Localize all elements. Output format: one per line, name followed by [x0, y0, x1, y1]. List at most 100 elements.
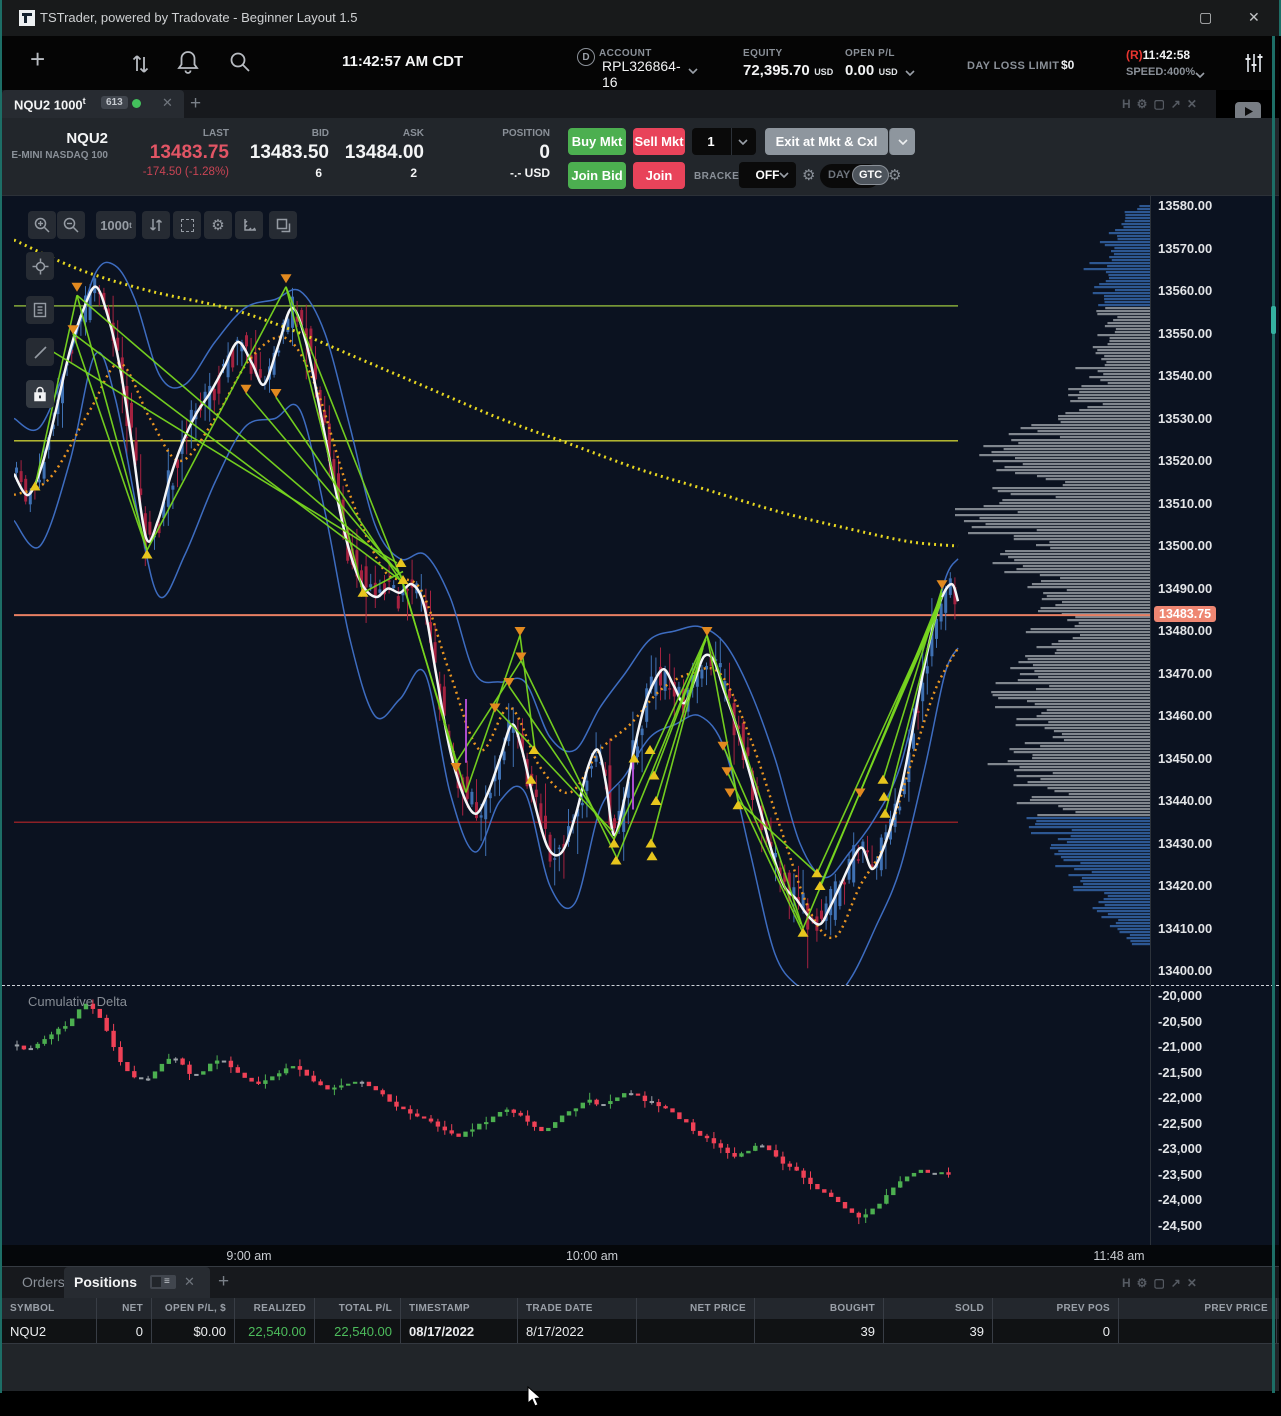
crosshair-tool-icon[interactable] [26, 252, 54, 280]
price-axis[interactable]: 13580.00 13570.00 13560.00 13550.00 13540.00… [1150, 196, 1270, 986]
table-cell[interactable]: 0 [97, 1319, 152, 1343]
column-header[interactable]: TIMESTAMP [401, 1298, 518, 1319]
tab-orders[interactable]: Orders [22, 1274, 65, 1290]
column-header[interactable]: PREV POS [993, 1298, 1119, 1319]
notifications-bell-icon[interactable] [177, 50, 199, 74]
column-header[interactable]: OPEN P/L, $ [152, 1298, 235, 1319]
trendline-tool-icon[interactable] [26, 338, 54, 366]
table-cell[interactable]: 22,540.00 [315, 1319, 401, 1343]
duplicate-chart-icon[interactable] [269, 211, 297, 239]
new-tab-icon[interactable]: + [190, 93, 202, 114]
compare-arrows-icon[interactable] [142, 211, 170, 239]
tab-close-icon[interactable]: ✕ [162, 95, 173, 110]
sell-mkt-button[interactable]: Sell Mkt [633, 128, 685, 155]
volume-profile-bar [1109, 925, 1150, 928]
tif-gear-icon[interactable]: ⚙ [888, 167, 902, 184]
column-header[interactable]: BOUGHT [755, 1298, 884, 1319]
buy-mkt-button[interactable]: Buy Mkt [568, 128, 626, 155]
axis-scale-icon[interactable] [235, 211, 263, 239]
scrollbar-handle[interactable] [1271, 306, 1276, 334]
volume-profile-bar [1070, 835, 1150, 838]
search-icon[interactable] [229, 51, 251, 73]
tab-close-icon[interactable]: ✕ [184, 1274, 195, 1289]
zoom-out-button[interactable] [57, 211, 85, 239]
join-ask-button[interactable]: Join Ask [633, 162, 685, 210]
table-cell[interactable] [1119, 1319, 1277, 1343]
table-cell[interactable]: $0.00 [152, 1319, 235, 1343]
tif-day-option[interactable]: DAY [828, 169, 851, 181]
volume-profile-bar [1070, 400, 1150, 403]
table-cell[interactable]: 0 [993, 1319, 1119, 1343]
tab-positions[interactable]: Positions ≡ ✕ [64, 1267, 210, 1298]
transfer-arrows-icon[interactable] [129, 51, 153, 75]
table-cell[interactable]: 39 [755, 1319, 884, 1343]
positions-table-header[interactable]: SYMBOL NET OPEN P/L, $ REALIZED TOTAL P/L TIM… [2, 1298, 1279, 1319]
positions-table-row[interactable]: NQU2 0 $0.00 22,540.00 22,540.00 08/17/2022 8/… [2, 1319, 1279, 1344]
column-header[interactable]: REALIZED [235, 1298, 315, 1319]
sell-signal-triangle [67, 325, 79, 335]
volume-profile-bar [1016, 568, 1150, 571]
speed-chevron-icon[interactable] [1195, 72, 1205, 78]
account-selector[interactable]: RPL326864- 16 [602, 58, 681, 90]
column-header[interactable]: SOLD [884, 1298, 993, 1319]
timeframe-button[interactable]: 1000 t [96, 211, 136, 239]
replay-speed[interactable]: SPEED:400% [1126, 66, 1196, 78]
column-header[interactable]: SYMBOL [2, 1298, 97, 1319]
volume-profile-bar [1089, 376, 1150, 379]
video-tutorials-icon[interactable] [1235, 102, 1261, 122]
volume-profile-bar [1037, 430, 1150, 433]
account-chevron-icon[interactable] [688, 68, 698, 74]
join-bid-button[interactable]: Join Bid [568, 162, 626, 189]
delta-axis[interactable]: -20,000 -20,500 -21,000 -21,500 -22,000 -22,5… [1150, 986, 1270, 1245]
tab-nqu2-chart[interactable]: NQU2 1000t 613 ✕ [2, 90, 184, 118]
volume-profile-bar [1040, 745, 1150, 748]
open-pl-chevron-icon[interactable] [905, 70, 915, 76]
column-header[interactable]: TOTAL P/L [315, 1298, 401, 1319]
candlestick-chart[interactable] [14, 196, 1150, 986]
volume-profile-bar [1058, 418, 1150, 421]
column-header[interactable]: TRADE DATE [518, 1298, 637, 1319]
panel-window-icons[interactable]: H⚙▢↗✕ [1122, 97, 1203, 111]
table-cell[interactable]: 08/17/2022 [401, 1319, 518, 1343]
table-cell[interactable] [637, 1319, 755, 1343]
volume-profile-bar [1058, 415, 1150, 418]
time-axis[interactable]: 9:00 am 10:00 am 11:48 am [2, 1245, 1279, 1267]
table-cell[interactable]: 39 [884, 1319, 993, 1343]
lock-tool-icon[interactable] [26, 380, 54, 408]
sell-signal-triangle [936, 580, 948, 590]
volume-profile-bar [1031, 796, 1150, 799]
cumulative-delta-pane[interactable]: Cumulative Delta -20,000 -20,500 -21,000 -2… [2, 985, 1279, 1245]
chart-settings-gear-icon[interactable]: ⚙ [204, 211, 232, 239]
panel-window-icons[interactable]: H⚙▢↗✕ [1122, 1276, 1203, 1290]
exit-options-chevron[interactable] [889, 128, 915, 155]
close-button[interactable]: ✕ [1248, 9, 1260, 25]
order-ticket-tool-icon[interactable] [26, 296, 54, 324]
column-header[interactable]: NET PRICE [637, 1298, 755, 1319]
brackets-gear-icon[interactable]: ⚙ [802, 167, 816, 184]
quote-symbol: NQU2 [66, 130, 108, 147]
column-header[interactable]: NET [97, 1298, 152, 1319]
table-cell[interactable]: 22,540.00 [235, 1319, 315, 1343]
new-tab-icon[interactable]: + [218, 1271, 230, 1292]
volume-profile-bar [1081, 877, 1150, 880]
exit-at-mkt-button[interactable]: Exit at Mkt & Cxl [765, 128, 888, 155]
brackets-select[interactable]: OFF [739, 162, 796, 188]
tif-toggle[interactable]: DAY GTC [820, 164, 890, 188]
column-header[interactable]: PREV PRICE [1119, 1298, 1277, 1319]
table-cell[interactable]: NQU2 [2, 1319, 97, 1343]
maximize-button[interactable]: ▢ [1199, 9, 1213, 25]
main-chart-pane[interactable]: 1000 t ⚙ 13580.00 13570.00 13560.00 13550.0 [2, 195, 1279, 986]
quantity-select[interactable]: 1 [692, 128, 756, 155]
signal-segment [362, 570, 404, 594]
signal-segment [655, 647, 704, 802]
table-cell[interactable]: 8/17/2022 [518, 1319, 637, 1343]
settings-sliders-icon[interactable] [1243, 52, 1265, 74]
selection-tool-icon[interactable] [173, 211, 201, 239]
volume-profile-bar [1037, 814, 1150, 817]
add-panel-icon[interactable]: + [30, 44, 46, 74]
zoom-in-button[interactable] [28, 211, 56, 239]
tif-gtc-option[interactable]: GTC [852, 165, 890, 185]
volume-profile-bar [1062, 484, 1150, 487]
cumulative-delta-chart[interactable] [14, 986, 1150, 1245]
view-toggle-icon[interactable]: ≡ [150, 1275, 176, 1289]
